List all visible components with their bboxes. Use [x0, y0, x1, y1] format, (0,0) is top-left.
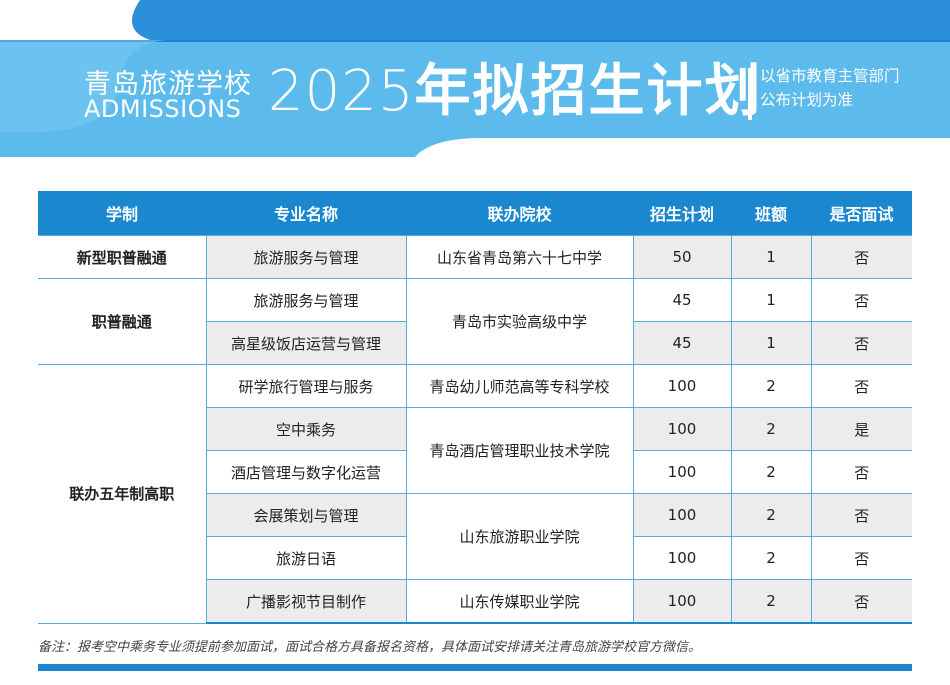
classes-cell: 2 [730, 364, 812, 408]
interview-cell: 否 [810, 450, 912, 494]
interview-cell: 否 [810, 579, 912, 624]
major-cell: 酒店管理与数字化运营 [205, 450, 407, 494]
interview-cell: 否 [810, 321, 912, 365]
header-partner-school: 联办院校 [406, 191, 633, 236]
plan-cell: 100 [632, 364, 732, 408]
bottom-divider [38, 664, 912, 671]
school-name: 青岛旅游学校 [84, 69, 252, 100]
major-cell: 会展策划与管理 [205, 493, 407, 537]
page-title: 2025年拟招生计划 [268, 58, 763, 126]
admissions-subtitle: ADMISSIONS [84, 95, 242, 123]
classes-cell: 1 [730, 235, 812, 279]
major-cell: 空中乘务 [205, 407, 407, 451]
header-interview: 是否面试 [811, 191, 912, 236]
major-cell: 高星级饭店运营与管理 [205, 321, 407, 365]
header-system: 学制 [38, 191, 206, 236]
category-cell: 联办五年制高职 [38, 364, 207, 624]
table-row: 新型职普融通 旅游服务与管理 山东省青岛第六十七中学 50 1 否 [38, 235, 912, 279]
school-cell: 山东省青岛第六十七中学 [405, 235, 634, 279]
table-row: 广播影视节目制作 山东传媒职业学院 100 2 否 [38, 579, 912, 624]
classes-cell: 2 [730, 579, 812, 624]
interview-cell: 否 [810, 364, 912, 408]
interview-cell: 否 [810, 493, 912, 537]
plan-cell: 45 [632, 321, 732, 365]
table-row: 职普融通 旅游服务与管理 青岛市实验高级中学 45 1 否 [38, 278, 912, 365]
classes-cell: 1 [730, 321, 812, 365]
header-banner-background [0, 0, 950, 157]
interview-cell: 是 [810, 407, 912, 451]
classes-cell: 2 [730, 450, 812, 494]
plan-cell: 100 [632, 579, 732, 624]
table-row: 酒店管理与数字化运营 100 2 否 [38, 450, 912, 494]
table-row: 会展策划与管理 山东旅游职业学院 100 2 否 [38, 493, 912, 580]
title-year: 2025 [268, 59, 415, 124]
plan-cell: 100 [632, 450, 732, 494]
table-row: 空中乘务 青岛酒店管理职业技术学院 100 2 是 [38, 407, 912, 494]
table-row: 旅游日语 100 2 否 [38, 536, 912, 580]
classes-cell: 2 [730, 407, 812, 451]
header-major: 专业名称 [206, 191, 406, 236]
school-cell: 山东传媒职业学院 [405, 579, 634, 624]
table-row: 高星级饭店运营与管理 45 1 否 [38, 321, 912, 365]
header-classes: 班额 [731, 191, 811, 236]
school-cell: 青岛幼儿师范高等专科学校 [405, 364, 634, 408]
note-divider [748, 68, 752, 120]
category-cell: 新型职普融通 [38, 235, 207, 279]
category-cell: 职普融通 [38, 278, 207, 365]
plan-cell: 100 [632, 536, 732, 580]
plan-cell: 50 [632, 235, 732, 279]
major-cell: 广播影视节目制作 [205, 579, 407, 624]
classes-cell: 1 [730, 278, 812, 322]
note-line-1: 以省市教育主管部门 [760, 67, 900, 85]
interview-cell: 否 [810, 536, 912, 580]
footnote: 备注：报考空中乘务专业须提前参加面试，面试合格方具备报名资格，具体面试安排请关注… [38, 640, 702, 655]
school-cell: 青岛市实验高级中学 [405, 278, 634, 365]
admissions-plan-table: 学制 专业名称 联办院校 招生计划 班额 是否面试 新型职普融通 旅游服务与管理… [38, 191, 912, 624]
plan-cell: 100 [632, 407, 732, 451]
school-cell: 山东旅游职业学院 [405, 493, 634, 580]
major-cell: 旅游日语 [205, 536, 407, 580]
interview-cell: 否 [810, 278, 912, 322]
major-cell: 旅游服务与管理 [205, 235, 407, 279]
interview-cell: 否 [810, 235, 912, 279]
classes-cell: 2 [730, 536, 812, 580]
table-header-row: 学制 专业名称 联办院校 招生计划 班额 是否面试 [38, 191, 912, 236]
title-text: 年拟招生计划 [414, 59, 763, 124]
classes-cell: 2 [730, 493, 812, 537]
major-cell: 研学旅行管理与服务 [205, 364, 407, 408]
plan-cell: 45 [632, 278, 732, 322]
note-line-2: 公布计划为准 [760, 91, 854, 109]
major-cell: 旅游服务与管理 [205, 278, 407, 322]
school-cell: 青岛酒店管理职业技术学院 [405, 407, 634, 494]
table-row: 联办五年制高职 研学旅行管理与服务 青岛幼儿师范高等专科学校 100 2 否 [38, 364, 912, 624]
plan-cell: 100 [632, 493, 732, 537]
header-plan: 招生计划 [633, 191, 731, 236]
